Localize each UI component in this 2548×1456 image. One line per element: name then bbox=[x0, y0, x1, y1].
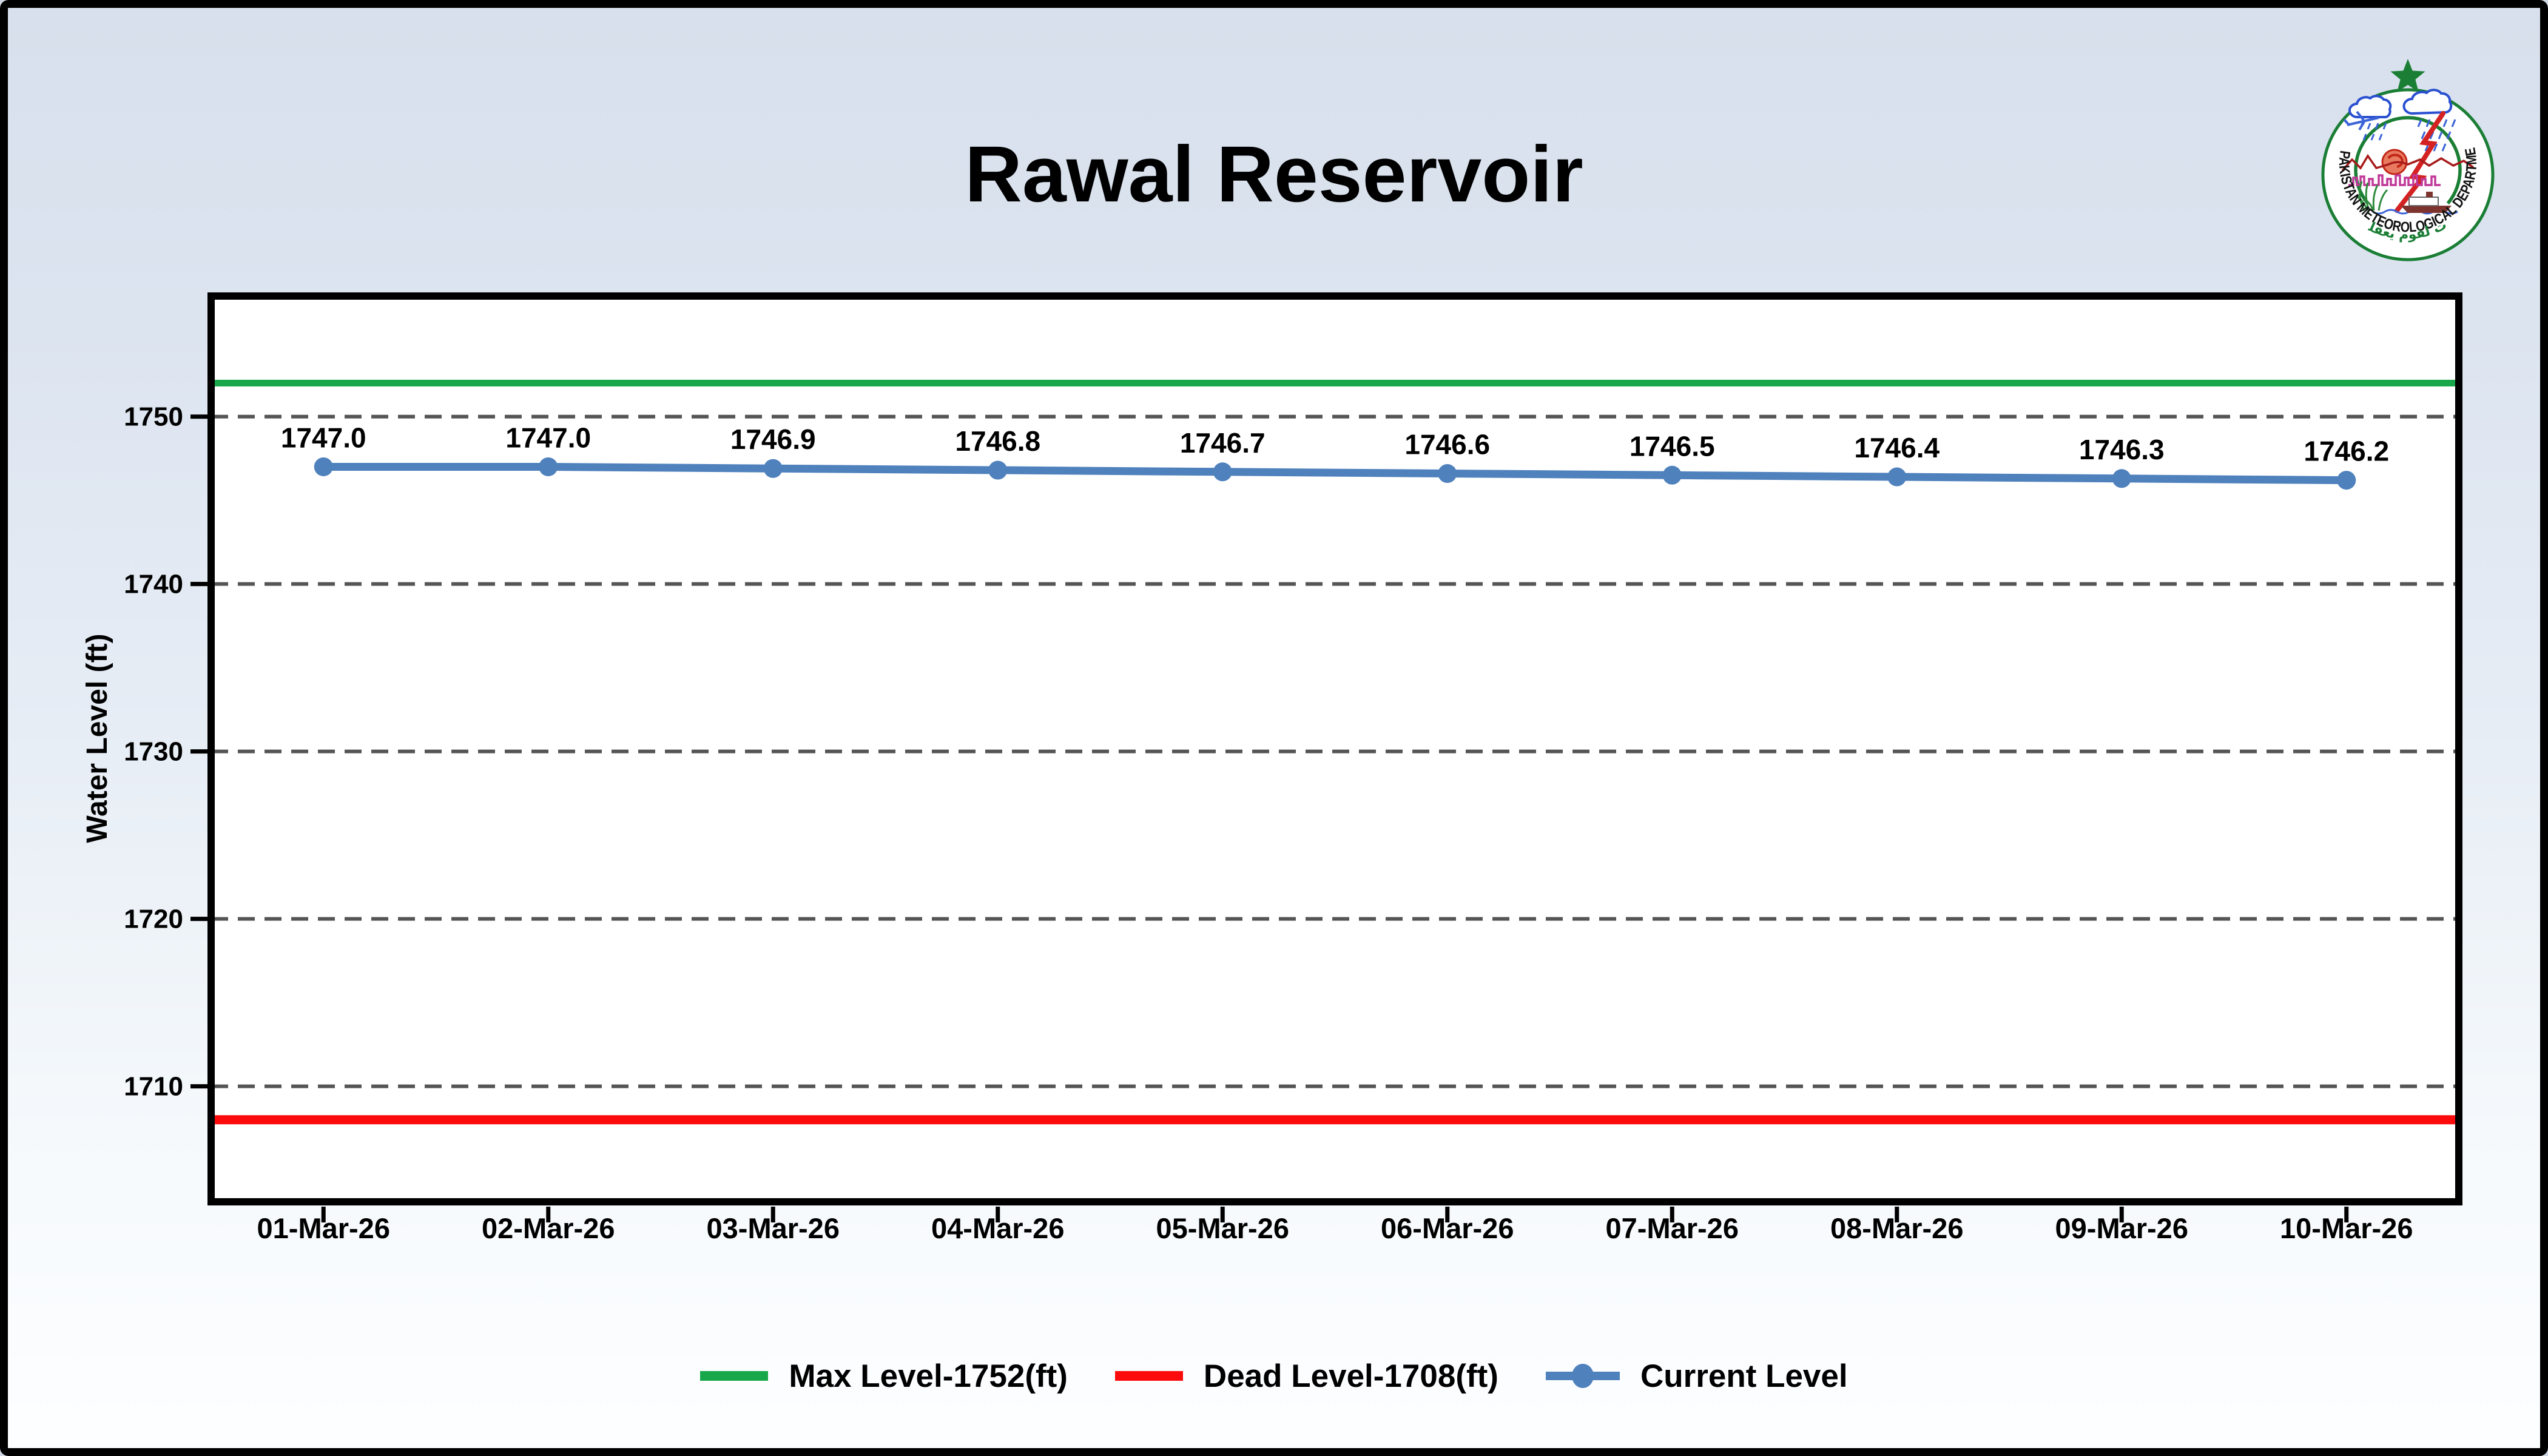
data-label: 1746.7 bbox=[1180, 427, 1266, 459]
y-tick-label: 1730 bbox=[124, 737, 183, 767]
data-point bbox=[539, 457, 558, 476]
x-tick-label: 05-Mar-26 bbox=[1156, 1212, 1289, 1244]
legend-label: Max Level-1752(ft) bbox=[789, 1358, 1068, 1394]
x-tick-label: 02-Mar-26 bbox=[482, 1212, 615, 1244]
data-label: 1746.4 bbox=[1854, 432, 1940, 463]
logo-seismogram-line bbox=[2348, 174, 2441, 186]
x-tick-label: 03-Mar-26 bbox=[707, 1212, 840, 1244]
page-title: Rawal Reservoir bbox=[965, 129, 1583, 218]
legend-label: Dead Level-1708(ft) bbox=[1203, 1358, 1498, 1394]
plot-area bbox=[211, 296, 2459, 1202]
logo-cloud-icon bbox=[2402, 89, 2453, 115]
data-label: 1747.0 bbox=[505, 422, 591, 453]
legend-item: Max Level-1752(ft) bbox=[700, 1358, 1068, 1395]
x-tick-label: 08-Mar-26 bbox=[1830, 1212, 1963, 1244]
y-tick-label: 1750 bbox=[124, 402, 183, 432]
chart-legend: Max Level-1752(ft) Dead Level-1708(ft) Cur… bbox=[8, 1333, 2540, 1418]
x-tick-label: 06-Mar-26 bbox=[1381, 1212, 1514, 1244]
line-chart: 1710 1720 1730 1740 1750 1747.0 1747.0 1746.9 17… bbox=[81, 292, 2462, 1244]
logo-ship-funnel bbox=[2426, 192, 2433, 197]
data-point bbox=[314, 457, 333, 476]
data-point bbox=[1887, 467, 1907, 487]
y-tick-label: 1710 bbox=[124, 1072, 183, 1102]
data-point bbox=[2337, 471, 2356, 490]
data-label: 1746.3 bbox=[2079, 434, 2165, 465]
data-point bbox=[988, 460, 1008, 480]
y-tick-label: 1740 bbox=[124, 570, 183, 599]
legend-line-marker bbox=[700, 1371, 769, 1381]
x-tick-label: 04-Mar-26 bbox=[931, 1212, 1064, 1244]
legend-line-marker bbox=[1114, 1371, 1183, 1381]
legend-line-circle-marker bbox=[1545, 1363, 1620, 1389]
data-point bbox=[1662, 465, 1682, 485]
y-tick-label: 1720 bbox=[124, 905, 183, 934]
logo-star-icon bbox=[2390, 59, 2425, 92]
series-line bbox=[319, 462, 2351, 485]
x-tick-label: 10-Mar-26 bbox=[2280, 1212, 2413, 1244]
logo-grass-icon bbox=[2355, 181, 2388, 211]
logo-inner-ring bbox=[2354, 116, 2462, 205]
data-point bbox=[763, 459, 783, 478]
x-tick-label: 01-Mar-26 bbox=[257, 1212, 390, 1244]
logo-airplane-icon bbox=[2343, 110, 2379, 131]
legend-label: Current Level bbox=[1640, 1358, 1848, 1394]
legend-item: Current Level bbox=[1545, 1358, 1848, 1395]
data-label: 1746.9 bbox=[730, 423, 816, 455]
data-label: 1746.6 bbox=[1404, 429, 1490, 460]
x-tick-label: 09-Mar-26 bbox=[2055, 1212, 2188, 1244]
pmd-logo: PAKISTAN METEOROLOGICAL DEPARTMENT لآيات… bbox=[2305, 52, 2495, 261]
data-point bbox=[2112, 469, 2131, 488]
data-label: 1746.5 bbox=[1630, 430, 1715, 462]
data-label: 1747.0 bbox=[281, 422, 366, 453]
y-axis-title: Water Level (ft) bbox=[81, 634, 113, 843]
data-point bbox=[1438, 464, 1457, 484]
data-label: 1746.8 bbox=[955, 425, 1040, 457]
x-tick-label: 07-Mar-26 bbox=[1606, 1212, 1739, 1244]
data-label: 1746.2 bbox=[2304, 436, 2389, 467]
logo-cloud-icon bbox=[2348, 95, 2392, 119]
logo-mountain-line bbox=[2341, 153, 2474, 172]
legend-item: Dead Level-1708(ft) bbox=[1114, 1358, 1498, 1395]
logo-sun-swirl bbox=[2387, 153, 2404, 168]
legend-marker-dot bbox=[1571, 1364, 1594, 1388]
logo-ship-icon bbox=[2401, 206, 2452, 213]
logo-lightning-icon bbox=[2395, 111, 2445, 213]
plot-border bbox=[207, 292, 2462, 1205]
data-point bbox=[1213, 462, 1232, 482]
